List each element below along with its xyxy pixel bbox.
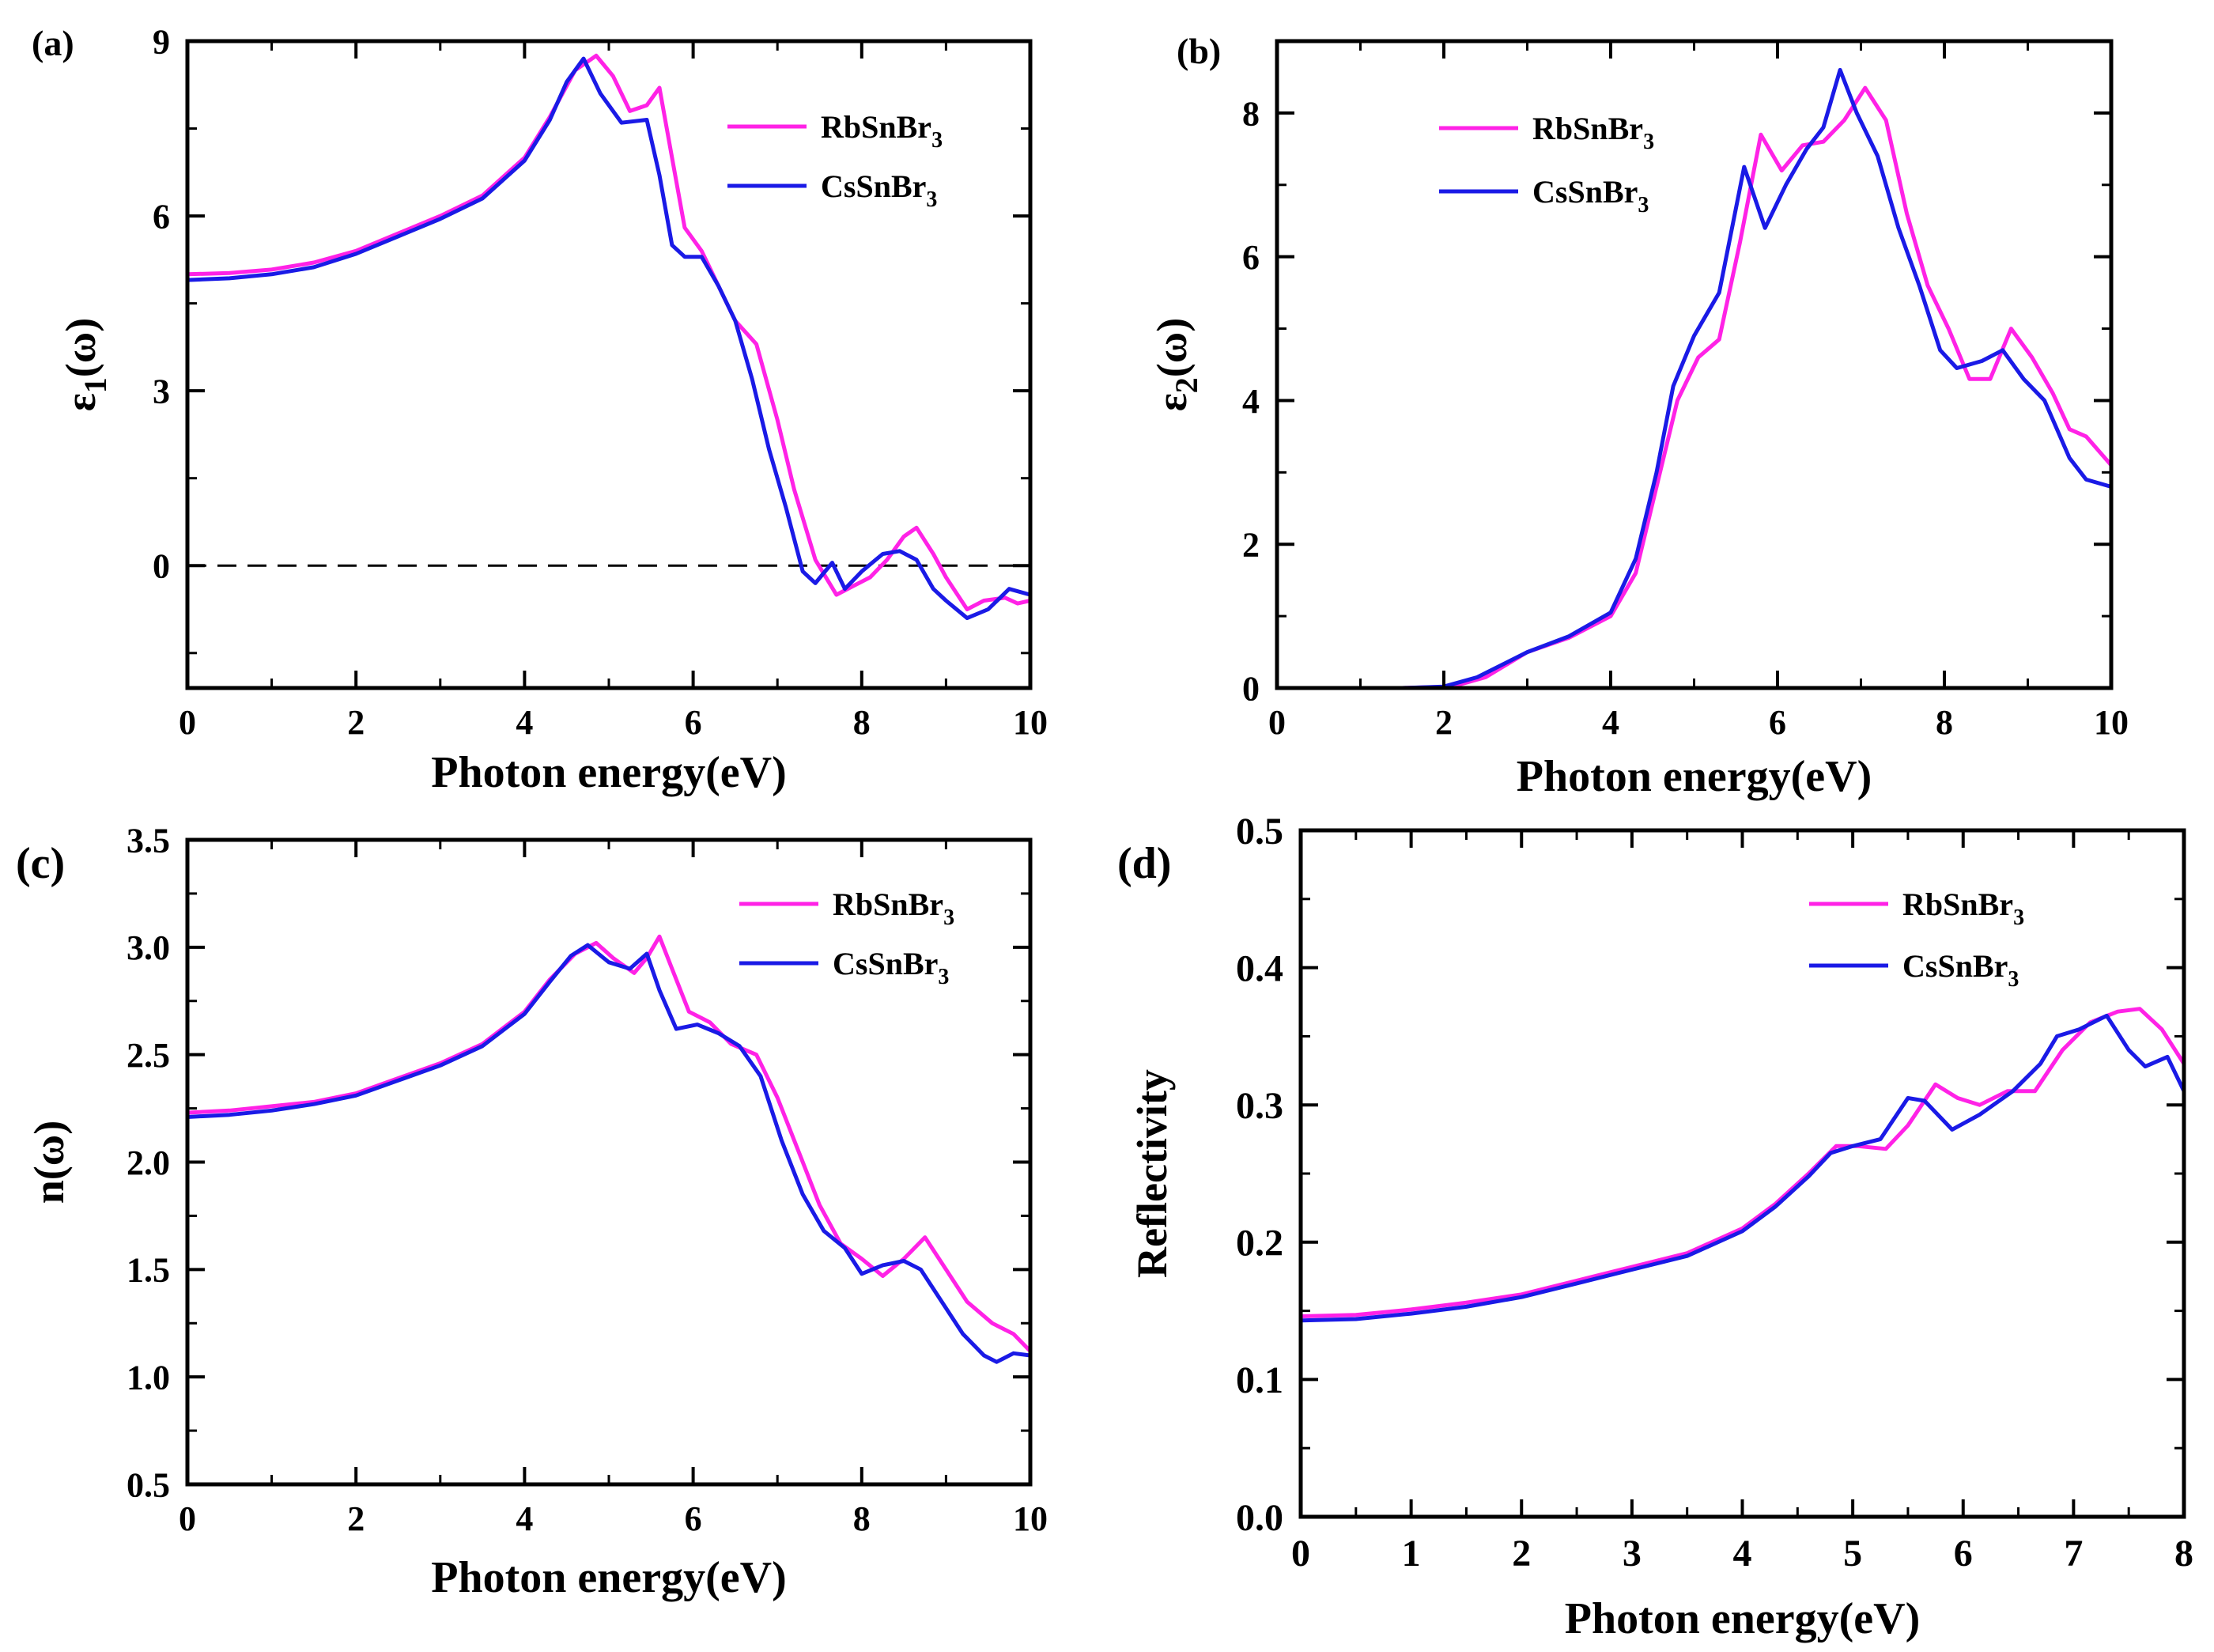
x-tick-label: 6 bbox=[685, 1499, 702, 1538]
y-tick-label: 3 bbox=[153, 372, 170, 411]
chart-panel-b: 0 2 4 6 8 10 0 2 4 6 8 Photon energy(eV) ε2(ω) (b) RbS… bbox=[1148, 31, 2129, 801]
plot-frame bbox=[1298, 828, 2186, 1519]
panel-label: (d) bbox=[1117, 839, 1171, 888]
legend-label: RbSnBr3 bbox=[821, 109, 943, 153]
chart-panel-a: 0 2 4 6 8 10 0 3 6 9 Photon energy(eV) ε1(ω) (a) RbSn… bbox=[32, 22, 1048, 797]
legend-label: CsSnBr3 bbox=[821, 168, 937, 212]
y-tick-label: 1.0 bbox=[127, 1359, 170, 1397]
x-tick-label: 2 bbox=[347, 703, 365, 742]
legend: RbSnBr3 CsSnBr3 bbox=[727, 109, 943, 212]
x-tick-label: 8 bbox=[853, 703, 871, 742]
y-tick-label: 0.4 bbox=[1236, 947, 1283, 989]
x-axis-label: Photon energy(eV) bbox=[431, 748, 786, 797]
x-tick-label: 8 bbox=[1936, 703, 1953, 742]
series-line-CsSnBr3 bbox=[1298, 1013, 2186, 1323]
x-tick-label: 10 bbox=[1013, 1499, 1048, 1538]
y-tick-label: 1.5 bbox=[127, 1251, 170, 1290]
y-axis-label: ε1(ω) bbox=[57, 318, 113, 412]
y-tick-label: 3.5 bbox=[127, 821, 170, 860]
series-line-RbSnBr3 bbox=[1275, 85, 2114, 690]
x-tick-label: 2 bbox=[1435, 703, 1453, 742]
y-tick-label: 0.1 bbox=[1236, 1359, 1283, 1401]
x-tick-label: 4 bbox=[1733, 1533, 1752, 1575]
y-tick-label: 0 bbox=[1242, 669, 1260, 708]
plot-frame bbox=[185, 837, 1033, 1487]
x-tick-label: 0 bbox=[179, 703, 196, 742]
legend-label: CsSnBr3 bbox=[1532, 174, 1649, 217]
x-tick-label: 0 bbox=[179, 1499, 196, 1538]
x-tick-label: 4 bbox=[516, 1499, 533, 1538]
chart-panel-c: 0 2 4 6 8 10 0.5 1.0 1.5 2.0 2.5 3.0 3.5 Photon energ… bbox=[16, 821, 1048, 1602]
y-axis-label: n(ω) bbox=[25, 1121, 73, 1204]
legend: RbSnBr3 CsSnBr3 bbox=[739, 886, 954, 989]
y-tick-label: 0 bbox=[153, 547, 170, 586]
series-line-CsSnBr3 bbox=[1275, 67, 2114, 690]
y-tick-label: 8 bbox=[1242, 94, 1260, 133]
legend-label: CsSnBr3 bbox=[1902, 948, 2019, 992]
x-tick-label: 4 bbox=[516, 703, 533, 742]
x-tick-label: 6 bbox=[1769, 703, 1786, 742]
x-tick-label: 3 bbox=[1623, 1533, 1642, 1575]
legend: RbSnBr3 CsSnBr3 bbox=[1439, 111, 1654, 217]
x-tick-label: 10 bbox=[2094, 703, 2129, 742]
series-line-RbSnBr3 bbox=[185, 934, 1033, 1354]
series-line-CsSnBr3 bbox=[185, 943, 1033, 1364]
y-tick-label: 9 bbox=[153, 22, 170, 61]
y-tick-label: 0.0 bbox=[1236, 1497, 1283, 1539]
x-tick-label: 4 bbox=[1602, 703, 1619, 742]
series-line-RbSnBr3 bbox=[1298, 1007, 2186, 1318]
x-tick-label: 8 bbox=[853, 1499, 871, 1538]
y-tick-label: 0.5 bbox=[1236, 811, 1283, 852]
x-axis-label: Photon energy(eV) bbox=[1565, 1594, 1920, 1643]
x-tick-label: 1 bbox=[1402, 1533, 1421, 1575]
x-tick-label: 7 bbox=[2064, 1533, 2083, 1575]
panel-label: (c) bbox=[16, 839, 65, 888]
panel-label: (a) bbox=[32, 23, 74, 63]
x-tick-label: 6 bbox=[1954, 1533, 1973, 1575]
x-tick-label: 0 bbox=[1268, 703, 1286, 742]
x-tick-label: 2 bbox=[347, 1499, 365, 1538]
y-tick-label: 6 bbox=[1242, 238, 1260, 277]
x-tick-label: 6 bbox=[685, 703, 702, 742]
y-tick-label: 3.0 bbox=[127, 928, 170, 967]
x-tick-label: 8 bbox=[2174, 1533, 2193, 1575]
y-axis-label: ε2(ω) bbox=[1148, 318, 1204, 412]
x-tick-label: 0 bbox=[1291, 1533, 1310, 1575]
y-tick-label: 0.2 bbox=[1236, 1223, 1283, 1265]
x-axis-label: Photon energy(eV) bbox=[431, 1553, 786, 1602]
x-tick-label: 2 bbox=[1512, 1533, 1531, 1575]
y-tick-label: 0.3 bbox=[1236, 1085, 1283, 1127]
x-tick-label: 5 bbox=[1843, 1533, 1862, 1575]
legend: RbSnBr3 CsSnBr3 bbox=[1809, 886, 2024, 992]
y-axis-label: Reflectivity bbox=[1128, 1069, 1176, 1278]
y-tick-label: 2 bbox=[1242, 526, 1260, 565]
series-line-CsSnBr3 bbox=[185, 56, 1033, 621]
x-tick-label: 10 bbox=[1013, 703, 1048, 742]
legend-label: RbSnBr3 bbox=[1532, 111, 1654, 154]
legend-label: RbSnBr3 bbox=[1902, 886, 2024, 930]
panel-label: (b) bbox=[1177, 31, 1221, 71]
chart-panel-d: 0 1 2 3 4 5 6 7 8 0.0 0.1 0.2 0.3 0.4 0.5 Photon energy… bbox=[1117, 811, 2193, 1643]
y-tick-label: 2.5 bbox=[127, 1036, 170, 1075]
legend-label: RbSnBr3 bbox=[833, 886, 954, 930]
y-tick-label: 0.5 bbox=[127, 1465, 170, 1504]
x-axis-label: Photon energy(eV) bbox=[1517, 752, 1872, 801]
y-tick-label: 4 bbox=[1242, 382, 1260, 421]
y-tick-label: 6 bbox=[153, 197, 170, 236]
y-tick-label: 2.0 bbox=[127, 1144, 170, 1182]
legend-label: CsSnBr3 bbox=[833, 946, 949, 989]
